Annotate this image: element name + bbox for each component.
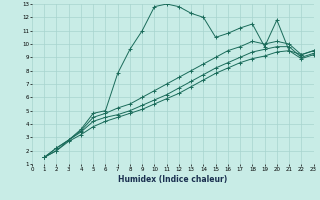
X-axis label: Humidex (Indice chaleur): Humidex (Indice chaleur)	[118, 175, 228, 184]
